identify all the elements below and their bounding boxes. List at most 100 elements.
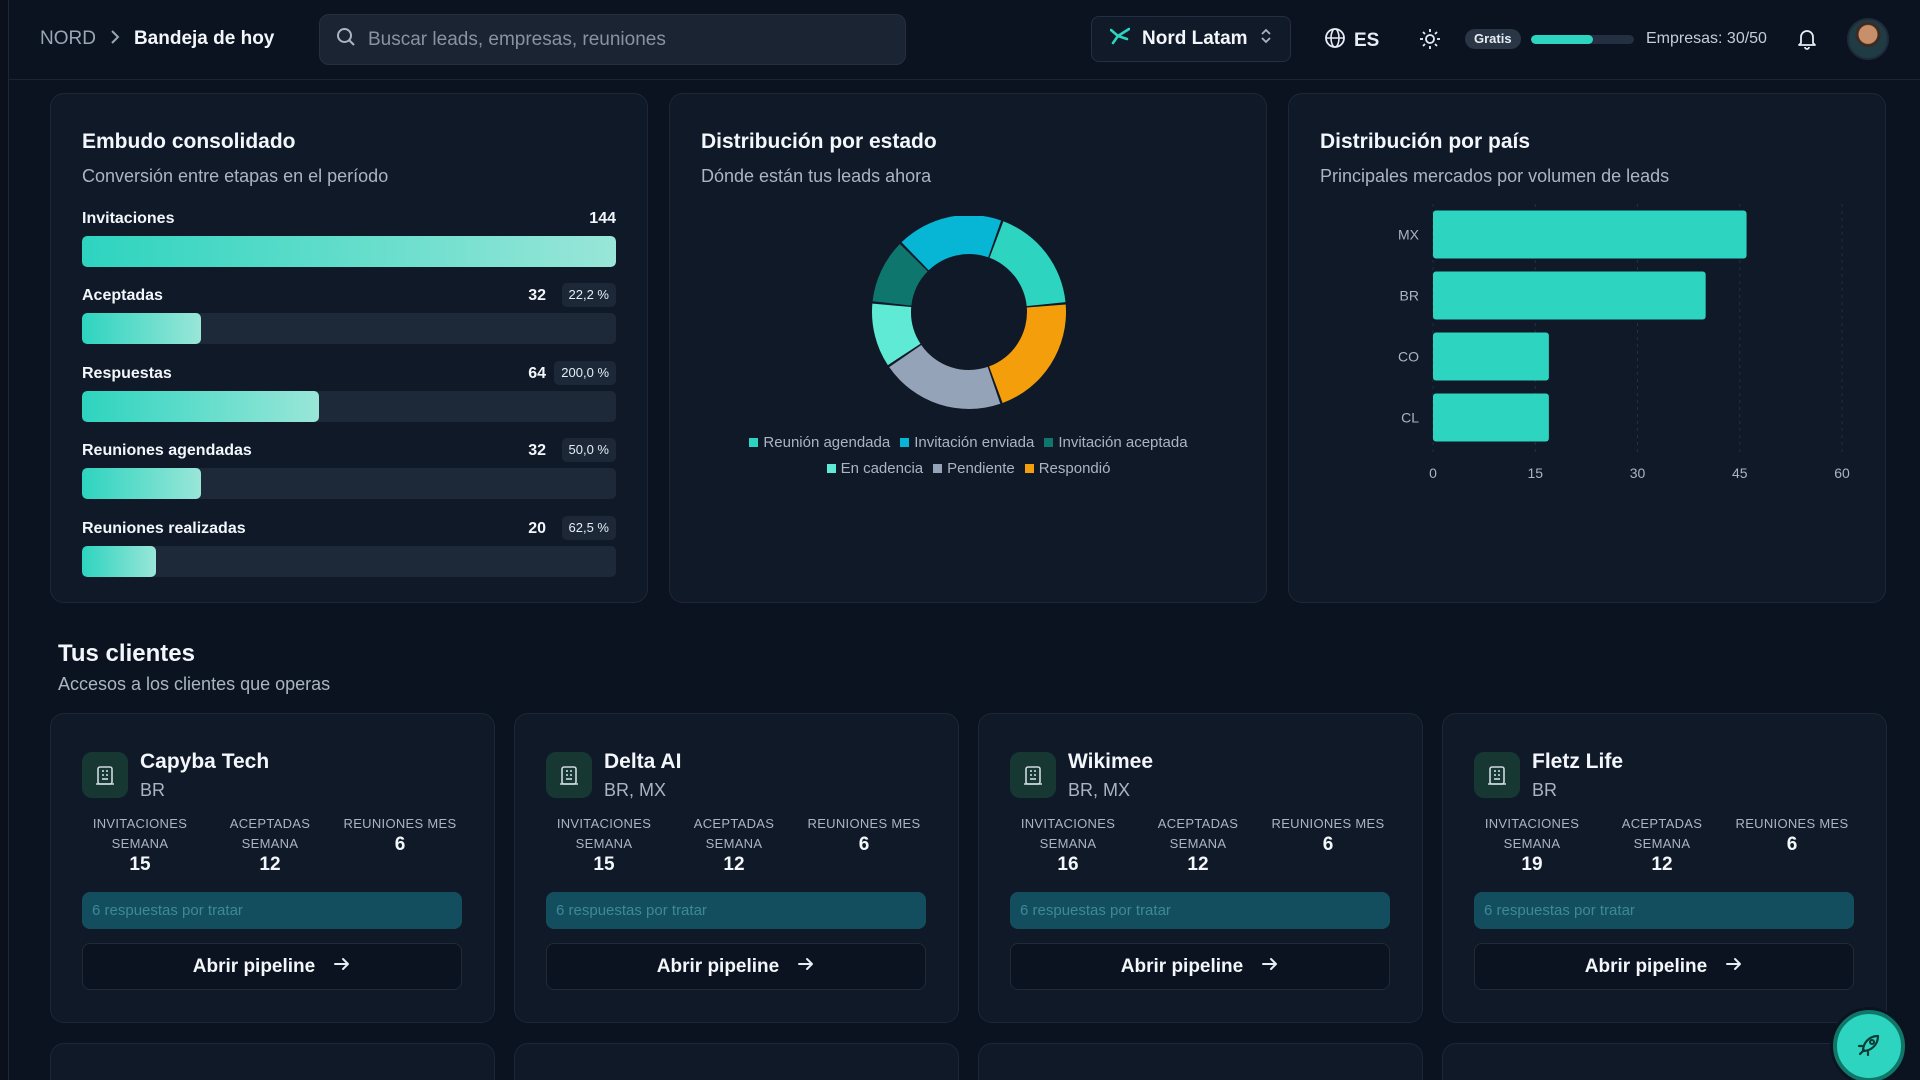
funnel-row-value: 32 — [528, 287, 546, 304]
stat-meetings: REUNIONES MES 6 — [799, 814, 929, 856]
legend-label: Pendiente — [947, 460, 1015, 477]
workspace-name: Nord Latam — [1142, 28, 1248, 49]
rocket-icon — [1855, 1031, 1883, 1062]
y-category-label: CL — [1401, 410, 1419, 426]
funnel-row: Reuniones agendadas 32 50,0 % — [82, 438, 616, 502]
country-bar[interactable] — [1433, 271, 1706, 320]
open-pipeline-label: Abrir pipeline — [192, 955, 316, 977]
stat-label: SEMANA — [241, 836, 299, 851]
stat-label: INVITACIONES — [1020, 816, 1116, 831]
open-pipeline-button[interactable]: Abrir pipeline — [1474, 943, 1854, 990]
legend-item[interactable]: Pendiente — [933, 460, 1015, 477]
x-tick-label: 0 — [1429, 465, 1437, 481]
stat-invitations: INVITACIONES SEMANA 19 — [1467, 814, 1597, 876]
funnel-row-track — [82, 236, 616, 267]
stat-label: INVITACIONES — [92, 816, 188, 831]
client-countries: BR — [1532, 780, 1558, 800]
building-icon — [546, 752, 592, 798]
open-pipeline-button[interactable]: Abrir pipeline — [1010, 943, 1390, 990]
status-title: Distribución por estado — [701, 130, 937, 153]
stat-value: 12 — [259, 854, 281, 875]
pending-replies-badge[interactable]: 6 respuestas por tratar — [546, 892, 926, 929]
funnel-row-value: 144 — [589, 210, 616, 227]
stat-meetings: REUNIONES MES 6 — [1727, 814, 1857, 856]
pending-replies-badge[interactable]: 6 respuestas por tratar — [1010, 892, 1390, 929]
stat-value: 12 — [1187, 854, 1209, 875]
status-donut-chart — [871, 216, 1066, 410]
stat-invitations: INVITACIONES SEMANA 15 — [539, 814, 669, 876]
sun-icon[interactable] — [1419, 28, 1441, 55]
client-card-placeholder — [50, 1043, 495, 1080]
rocket-button[interactable] — [1833, 1010, 1905, 1080]
stat-value: 6 — [858, 834, 870, 855]
status-card: Distribución por estado Dónde están tus … — [669, 93, 1267, 603]
funnel-row-label: Aceptadas — [82, 287, 163, 304]
donut-slice[interactable] — [871, 303, 921, 366]
donut-slice[interactable] — [989, 304, 1066, 403]
stat-accepted: ACEPTADAS SEMANA 12 — [205, 814, 335, 876]
stat-value: 6 — [394, 834, 406, 855]
open-pipeline-label: Abrir pipeline — [1584, 955, 1708, 977]
funnel-title: Embudo consolidado — [82, 130, 296, 153]
stat-invitations: INVITACIONES SEMANA 16 — [1003, 814, 1133, 876]
donut-slice[interactable] — [872, 243, 928, 306]
app-frame: NORD Bandeja de hoy Nord Latam — [8, 0, 1920, 1080]
avatar[interactable] — [1847, 18, 1889, 60]
workspace-switcher[interactable]: Nord Latam — [1091, 16, 1291, 62]
funnel-row-track — [82, 468, 616, 499]
country-bar[interactable] — [1433, 332, 1549, 381]
client-countries: BR — [140, 780, 166, 800]
legend-item[interactable]: Reunión agendada — [749, 434, 890, 451]
breadcrumb-root[interactable]: NORD — [40, 28, 96, 49]
country-bar-chart: 0 15 30 45 60 MX BR CO CL — [1398, 204, 1850, 481]
stat-label: ACEPTADAS — [229, 816, 311, 831]
legend-item[interactable]: Invitación aceptada — [1044, 434, 1188, 451]
country-bar[interactable] — [1433, 393, 1549, 442]
legend-item[interactable]: En cadencia — [826, 460, 924, 477]
stat-label: REUNIONES MES — [343, 816, 457, 831]
y-category-label: BR — [1400, 288, 1419, 304]
funnel-row-bar — [82, 313, 201, 344]
pending-replies-badge[interactable]: 6 respuestas por tratar — [82, 892, 462, 929]
open-pipeline-button[interactable]: Abrir pipeline — [546, 943, 926, 990]
client-card: Capyba Tech BR INVITACIONES SEMANA 15 ACEPTAD… — [50, 713, 495, 1023]
stat-label: INVITACIONES — [556, 816, 652, 831]
y-category-label: MX — [1398, 227, 1420, 243]
arrow-right-icon — [797, 956, 815, 978]
clients-subtitle: Accesos a los clientes que operas — [58, 674, 331, 694]
legend-swatch — [749, 438, 759, 447]
client-card: Fletz Life BR INVITACIONES SEMANA 19 ACEPTADA… — [1442, 713, 1887, 1023]
pending-replies-badge[interactable]: 6 respuestas por tratar — [1474, 892, 1854, 929]
donut-slice[interactable] — [889, 344, 1001, 410]
client-card-placeholder — [1442, 1043, 1887, 1080]
country-subtitle: Principales mercados por volumen de lead… — [1320, 166, 1670, 186]
stat-value: 12 — [1651, 854, 1673, 875]
open-pipeline-button[interactable]: Abrir pipeline — [82, 943, 462, 990]
search-box[interactable] — [319, 14, 906, 65]
country-bar[interactable] — [1433, 210, 1747, 259]
stat-accepted: ACEPTADAS SEMANA 12 — [1133, 814, 1263, 876]
legend-item[interactable]: Respondió — [1024, 460, 1110, 477]
search-input[interactable] — [368, 28, 888, 51]
legend-label: En cadencia — [840, 460, 924, 477]
legend-item[interactable]: Invitación enviada — [900, 434, 1034, 451]
workspace-logo-icon — [1109, 27, 1131, 51]
plan-badge: Gratis — [1465, 29, 1521, 49]
open-pipeline-label: Abrir pipeline — [1120, 955, 1244, 977]
donut-slice[interactable] — [989, 221, 1066, 307]
plan-usage-text: Empresas: 30/50 — [1646, 30, 1767, 47]
breadcrumb-current: Bandeja de hoy — [133, 28, 275, 49]
donut-slice[interactable] — [901, 216, 1002, 271]
bell-icon[interactable] — [1797, 28, 1817, 55]
client-card: Wikimee BR, MX INVITACIONES SEMANA 16 ACEPTAD… — [978, 713, 1423, 1023]
stat-value: 15 — [593, 854, 615, 875]
chevron-right-icon — [110, 29, 120, 49]
funnel-row-pct: 200,0 % — [554, 361, 616, 385]
stat-label: ACEPTADAS — [693, 816, 775, 831]
stat-value: 12 — [723, 854, 745, 875]
stat-label: SEMANA — [1039, 836, 1097, 851]
language-switcher[interactable]: ES — [1324, 27, 1379, 55]
stat-accepted: ACEPTADAS SEMANA 12 — [1597, 814, 1727, 876]
funnel-row: Respuestas 64 200,0 % — [82, 361, 616, 425]
client-countries: BR, MX — [1068, 780, 1131, 800]
